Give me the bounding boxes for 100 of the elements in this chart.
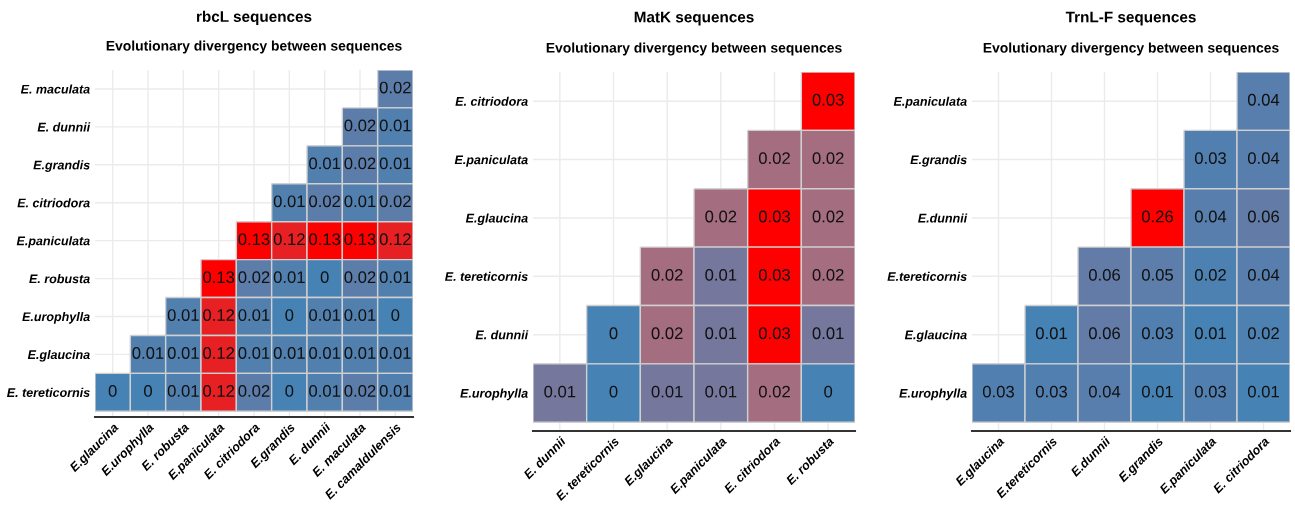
y-tick-label: E.grandis [910,155,967,167]
data-label: 0.01 [651,385,683,398]
data-label: 0.01 [344,309,376,321]
data-label: 0.12 [379,233,411,246]
data-label: 0.03 [812,93,844,106]
y-tick-label: E. robusta [29,274,90,284]
data-label: 0 [285,309,294,321]
data-label: 0 [320,271,329,284]
data-label: 0.02 [651,268,683,281]
data-label: 0 [391,309,400,321]
data-label: 0.01 [379,157,411,170]
y-tick-label: E.paniculata [16,236,90,248]
data-label: 0.02 [309,195,341,208]
data-label: 0.01 [705,268,737,281]
y-tick-label: E.paniculata [893,96,967,109]
data-label: 0.01 [705,327,737,340]
data-label: 0.01 [167,385,199,397]
y-tick-label: E.paniculata [454,155,528,167]
data-label: 0.13 [344,233,376,246]
data-label: 0.06 [1088,268,1120,281]
data-label: 0.04 [1247,268,1280,281]
data-label: 0.13 [238,233,270,246]
data-label: 0.04 [1088,385,1121,398]
data-label: 0 [144,385,152,397]
data-label: 0.02 [812,268,844,281]
data-label: 0.02 [651,327,683,340]
chart-subtitle: Evolutionary divergency between sequences [546,42,842,56]
data-label: 0.01 [379,347,411,359]
data-label: 0.02 [705,210,737,223]
data-label: 0.03 [982,385,1014,398]
data-label: 0.02 [379,195,411,208]
data-label: 0.03 [1194,385,1226,398]
y-tick-label: E. tereticornis [445,271,528,281]
y-tick-label: E.tereticornis [887,271,967,281]
data-label: 0.04 [1247,93,1280,106]
data-label: 0.26 [1141,210,1173,223]
data-label: 0.02 [812,152,844,165]
data-label: 0.02 [344,157,376,170]
data-label: 0.02 [379,81,411,94]
data-label: 0.01 [1247,385,1279,398]
data-label: 0.01 [379,119,411,132]
data-label: 0.04 [1247,152,1280,165]
chart-title: rbcL sequences [196,10,312,25]
data-label: 0.01 [132,347,164,359]
data-label: 0.01 [1035,327,1067,340]
data-label: 0.01 [167,347,199,359]
y-tick-label: E. citriodora [17,198,90,208]
data-label: 0.01 [309,347,341,359]
data-label: 0.01 [238,309,270,321]
y-tick-label: E. citriodora [455,96,528,106]
data-label: 0.01 [344,195,376,208]
y-tick-label: E.glaucina [465,213,528,226]
data-label: 0.01 [309,157,341,170]
y-tick-label: E. dunnii [475,330,529,340]
data-label: 0.12 [203,309,235,321]
data-label: 0 [609,385,618,398]
data-label: 0.01 [544,385,576,398]
data-label: 0.03 [1035,385,1067,398]
data-label: 0.02 [344,119,376,132]
data-label: 0.01 [273,347,305,359]
data-label: 0.02 [758,385,790,398]
data-label: 0.01 [1141,385,1173,398]
data-label: 0.01 [379,385,411,397]
y-tick-label: E.urophylla [460,388,528,401]
chart-title: TrnL-F sequences [1065,11,1196,26]
chart-title: MatK sequences [634,11,754,26]
data-label: 0.12 [203,385,235,397]
chart-subtitle: Evolutionary divergency between sequences [983,42,1279,56]
data-label: 0 [285,385,294,397]
data-label: 0.01 [167,309,199,321]
data-label: 0.01 [273,271,305,284]
data-label: 0.01 [705,385,737,398]
data-label: 0.13 [309,233,341,246]
data-label: 0.03 [758,268,790,281]
data-label: 0.05 [1141,268,1174,281]
data-label: 0.02 [238,385,270,397]
data-label: 0.01 [812,327,844,340]
y-tick-label: E.glaucina [904,330,967,342]
data-label: 0.02 [238,271,270,284]
data-label: 0.12 [273,233,305,246]
y-tick-label: E. dunnii [37,122,91,132]
data-label: 0.03 [1141,327,1173,340]
data-label: 0 [609,327,618,340]
data-label: 0.01 [1194,327,1226,340]
data-label: 0.02 [344,271,376,284]
data-label: 0.02 [758,152,790,165]
y-tick-label: E.grandis [33,160,90,172]
y-tick-label: E.dunnii [918,213,968,223]
data-label: 0.03 [1194,152,1226,165]
data-label: 0 [824,385,833,398]
data-label: 0.01 [309,385,341,397]
data-label: 0.13 [203,271,235,284]
data-label: 0.02 [812,210,844,223]
y-tick-label: E. tereticornis [7,387,90,397]
data-label: 0.06 [1088,327,1120,340]
y-tick-label: E.urophylla [22,311,90,324]
data-label: 0.06 [1247,210,1279,223]
data-label: 0.02 [1194,268,1226,281]
data-label: 0.01 [309,309,341,321]
data-label: 0.02 [344,385,376,397]
